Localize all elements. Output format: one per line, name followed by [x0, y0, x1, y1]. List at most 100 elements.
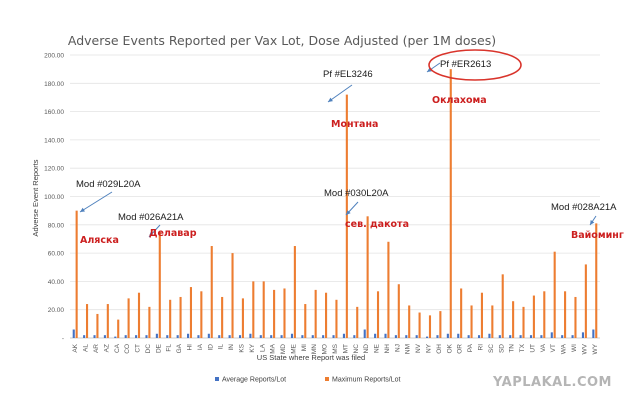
bars — [72, 69, 598, 339]
x-tick-label: MD — [280, 344, 287, 354]
x-tick-label: HI — [187, 344, 194, 351]
bar-average-dc — [145, 335, 148, 338]
x-tick-label: AK — [72, 343, 79, 352]
x-tick-label: AR — [93, 344, 100, 353]
y-tick-label: 100.00 — [44, 194, 64, 201]
bar-maximum-ky — [252, 281, 255, 338]
annotation-arrowhead-de — [149, 232, 154, 237]
y-axis-label: Adverse Event Reports — [31, 159, 40, 236]
bar-maximum-va — [543, 291, 546, 338]
bar-average-il — [218, 335, 221, 338]
bar-average-wv — [581, 332, 585, 338]
annotation-arrowhead-ak — [80, 207, 85, 212]
x-tick-label: DE — [155, 343, 162, 353]
bar-average-mo — [322, 335, 325, 338]
legend-swatch-average — [215, 377, 219, 381]
x-tick-label: NM — [405, 344, 412, 354]
bar-average-az — [103, 335, 106, 338]
x-tick-label: NY — [426, 343, 433, 353]
x-tick-label: MN — [311, 344, 318, 354]
bar-average-co — [124, 335, 127, 338]
bar-maximum-dc — [148, 306, 151, 338]
x-tick-label: DC — [145, 344, 152, 354]
x-tick-label: IA — [197, 343, 204, 350]
bar-average-ia — [197, 335, 200, 338]
watermark: YAPLAKAL.COM — [492, 375, 612, 390]
annotation-arrowhead-mt — [328, 97, 333, 102]
annotation-arrow-ak — [79, 191, 113, 213]
annotation-state-de: Делавар — [149, 228, 197, 239]
bar-average-me — [290, 333, 294, 338]
y-tick-label: - — [62, 336, 64, 343]
x-tick-label: TX — [519, 343, 526, 352]
bar-average-nh — [384, 333, 387, 338]
bar-average-sc — [488, 333, 491, 338]
x-tick-label: OK — [446, 343, 453, 353]
bar-average-la — [259, 335, 262, 338]
bar-average-tx — [519, 335, 522, 338]
bar-maximum-al — [85, 304, 89, 338]
bar-average-nm — [405, 335, 408, 338]
annotation-arrowhead-ok — [427, 67, 432, 72]
bar-average-hi — [187, 333, 190, 338]
bar-average-ms — [332, 335, 335, 338]
x-tick-label: MT — [342, 344, 349, 353]
x-axis-label: US State where Report was filed — [257, 353, 365, 362]
bar-maximum-de — [158, 231, 161, 338]
annotation-lot-wy: Mod #028A21A — [551, 202, 617, 213]
bar-maximum-ct — [137, 292, 141, 338]
annotation-state-ak: Аляска — [80, 235, 119, 246]
bar-maximum-wa — [564, 291, 567, 338]
bar-average-in — [228, 335, 231, 338]
bar-maximum-mi — [304, 304, 307, 338]
x-tick-label: ID — [207, 344, 214, 351]
bar-average-mn — [311, 335, 314, 338]
annotation-lot-nd: Mod #030L20A — [324, 188, 389, 199]
x-tick-label: OR — [457, 344, 464, 354]
y-tick-label: 180.00 — [44, 81, 64, 88]
bar-average-ct — [135, 335, 138, 338]
bar-average-ga — [176, 335, 179, 338]
bar-maximum-mt — [345, 94, 348, 339]
bar-average-va — [540, 335, 543, 338]
legend-swatch-maximum — [325, 377, 329, 381]
x-tick-label: ME — [290, 343, 297, 353]
x-tick-label: KS — [238, 343, 245, 352]
bar-average-mt — [342, 333, 345, 338]
legend-label-average: Average Reports/Lot — [222, 377, 286, 384]
bar-maximum-hi — [189, 287, 193, 338]
bar-maximum-nm — [408, 305, 411, 338]
bar-maximum-md — [283, 288, 286, 338]
bar-maximum-ar — [96, 313, 99, 338]
annotation-lot-ok: Pf #ER2613 — [440, 59, 491, 70]
annotation-lot-de: Mod #026A21A — [118, 212, 184, 223]
x-tick-label: PA — [467, 343, 474, 352]
x-tick-label: WV — [581, 343, 588, 354]
y-tick-label: 40.00 — [48, 279, 65, 286]
bar-average-ak — [72, 329, 75, 338]
annotation-state-ok: Оклахома — [432, 95, 487, 106]
y-tick-label: 60.00 — [48, 251, 65, 258]
bar-average-vt — [550, 332, 553, 338]
bar-average-ne — [374, 333, 377, 338]
y-tick-label: 140.00 — [44, 137, 64, 144]
y-tick-label: 200.00 — [44, 53, 64, 60]
x-tick-label: CO — [124, 344, 131, 354]
bar-maximum-ak — [75, 210, 78, 338]
bar-maximum-nc — [356, 306, 359, 338]
bar-average-mi — [301, 335, 304, 338]
x-tick-label: MI — [301, 344, 308, 351]
bar-maximum-id — [210, 246, 213, 338]
x-tick-label: MS — [332, 343, 339, 353]
bar-average-de — [155, 333, 158, 338]
bar-maximum-mn — [314, 289, 317, 338]
bar-average-wi — [571, 335, 574, 338]
annotation-highlight-ok — [428, 49, 522, 81]
legend-label-maximum: Maximum Reports/Lot — [332, 377, 401, 384]
bar-maximum-tn — [512, 301, 515, 338]
y-tick-label: 120.00 — [44, 166, 64, 173]
bar-maximum-ri — [480, 292, 483, 338]
bar-average-ok — [446, 333, 449, 338]
bar-maximum-ny — [428, 315, 432, 338]
